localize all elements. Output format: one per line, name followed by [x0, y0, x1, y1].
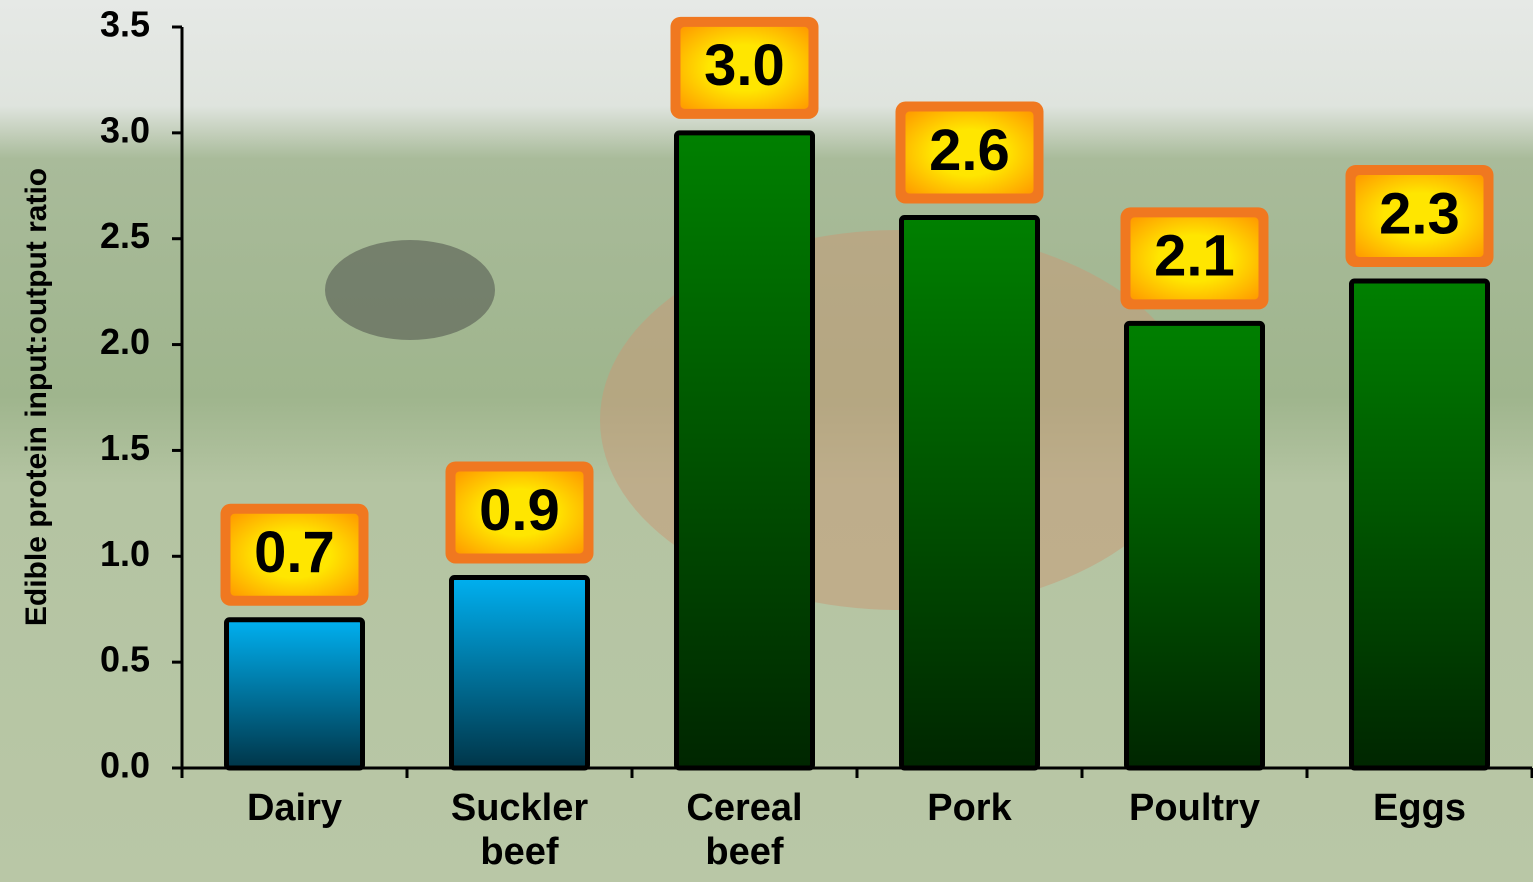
value-label: 3.0 — [704, 33, 785, 98]
y-tick-label: 3.5 — [100, 4, 150, 45]
bar — [1352, 281, 1488, 768]
y-axis-label: Edible protein input:output ratio — [20, 168, 53, 626]
x-tick-label: Cereal beef — [645, 786, 845, 874]
y-tick-label: 2.0 — [100, 321, 150, 362]
y-tick-label: 1.5 — [100, 427, 150, 468]
y-tick-label: 2.5 — [100, 215, 150, 256]
y-tick-label: 0.5 — [100, 639, 150, 680]
y-tick-label: 1.0 — [100, 533, 150, 574]
bar — [227, 620, 363, 768]
chart: Edible protein input:output ratio 0.0 0.5… — [0, 0, 1533, 882]
bar — [677, 133, 813, 768]
x-tick-label: Dairy — [195, 786, 395, 830]
page: Edible protein input:output ratio 0.0 0.5… — [0, 0, 1533, 882]
x-tick-label: Pork — [870, 786, 1070, 830]
value-label: 2.6 — [929, 118, 1010, 183]
value-label: 2.1 — [1154, 224, 1235, 289]
value-label: 2.3 — [1379, 181, 1460, 246]
x-tick-label: Suckler beef — [420, 786, 620, 874]
y-tick-label: 3.0 — [100, 109, 150, 150]
background-cow — [325, 240, 495, 340]
value-label: 0.7 — [254, 520, 335, 585]
bar — [452, 577, 588, 768]
x-tick-label: Poultry — [1095, 786, 1295, 830]
bar — [902, 218, 1038, 768]
value-label: 0.9 — [479, 478, 560, 543]
y-tick-label: 0.0 — [100, 745, 150, 786]
bar — [1127, 323, 1263, 768]
x-tick-label: Eggs — [1320, 786, 1520, 830]
